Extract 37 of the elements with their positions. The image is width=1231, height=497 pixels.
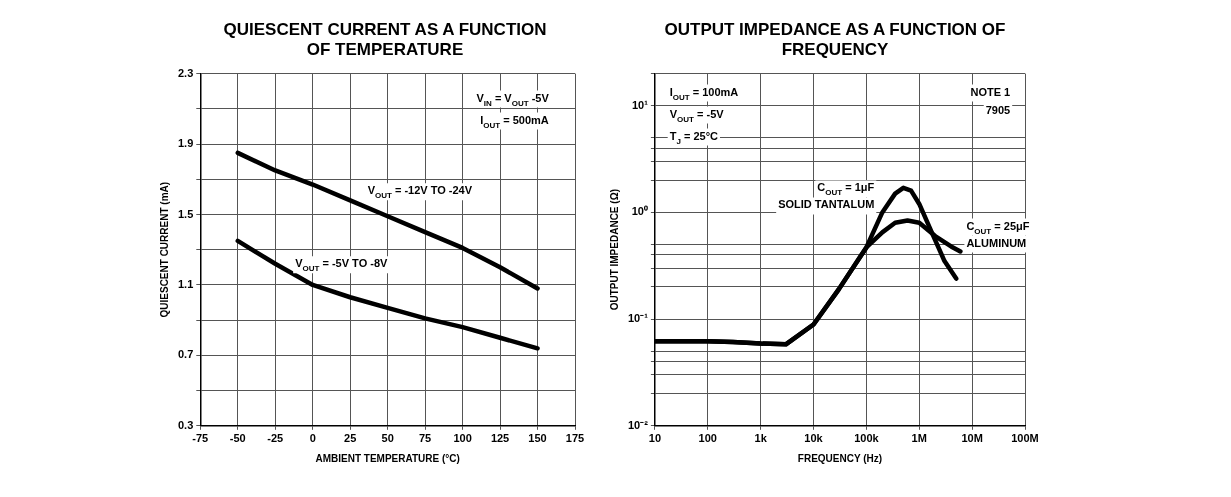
x-axis-title: FREQUENCY (Hz) [797, 452, 883, 464]
x-tick-label: 100k [854, 432, 880, 445]
y-tick-label: 10⁻² [627, 418, 649, 431]
x-tick-label: 10M [961, 432, 983, 445]
y-tick-label: 1.5 [177, 207, 194, 220]
x-tick-label: 100 [698, 432, 717, 445]
x-tick-label: 150 [528, 432, 547, 445]
x-tick-label: -75 [192, 432, 209, 445]
y-tick-label: 10⁰ [631, 205, 648, 218]
y-tick-label: 1.9 [177, 137, 194, 150]
y-axis-title: QUIESCENT CURRENT (mA) [158, 181, 170, 318]
y-tick-label: 2.3 [177, 66, 194, 79]
x-tick-label: 10k [804, 432, 824, 445]
y-tick-label: 1.1 [177, 277, 194, 290]
annotation: NOTE 1 [970, 85, 1011, 98]
x-tick-label: 175 [565, 432, 585, 445]
x-tick-label: -50 [229, 432, 246, 445]
y-axis-title: OUTPUT IMPEDANCE (Ω) [608, 189, 620, 311]
y-tick-label: 0.7 [177, 348, 194, 361]
x-tick-label: 100M [1011, 432, 1039, 445]
x-tick-label: 50 [381, 432, 394, 445]
x-tick-label: 0 [309, 432, 316, 445]
x-tick-label: 10 [648, 432, 662, 445]
chart-title: QUIESCENT CURRENT AS A FUNCTION OF TEMPERATURE [222, 20, 548, 61]
y-tick-label: 0.3 [177, 418, 194, 431]
y-tick-label: 10⁻¹ [627, 312, 649, 325]
x-tick-label: 125 [490, 432, 510, 445]
x-tick-label: 25 [344, 432, 357, 445]
annotation: 7905 [985, 103, 1011, 116]
x-axis-title: AMBIENT TEMPERATURE (°C) [315, 452, 460, 464]
x-tick-label: -25 [267, 432, 284, 445]
x-tick-label: 75 [418, 432, 432, 445]
chart-title: OUTPUT IMPEDANCE AS A FUNCTION OF FREQUENCY [663, 20, 1007, 61]
x-tick-label: 1M [911, 432, 927, 445]
x-tick-label: 100 [453, 432, 472, 445]
x-tick-label: 1k [754, 432, 768, 445]
y-tick-label: 10¹ [631, 98, 649, 111]
